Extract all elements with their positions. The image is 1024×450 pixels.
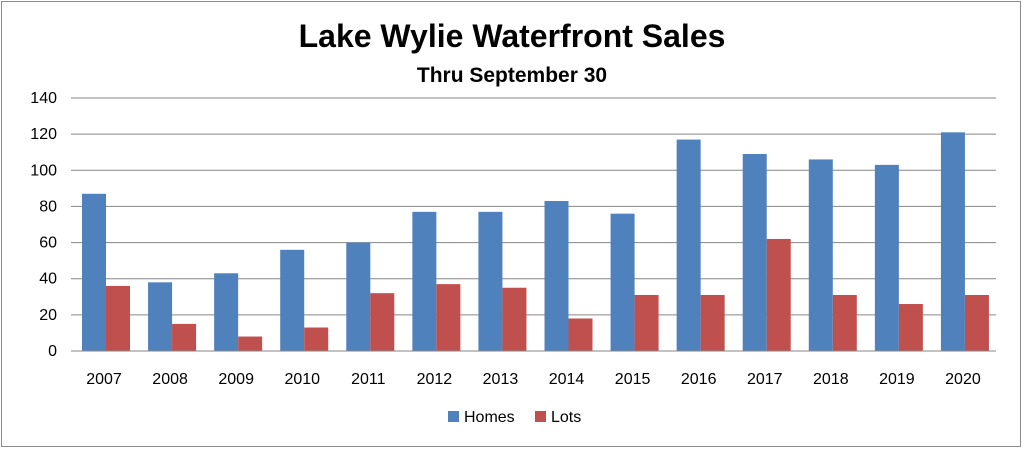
x-tick-label: 2007 xyxy=(86,371,122,388)
legend-label-homes: Homes xyxy=(464,409,515,426)
bar-homes-2007 xyxy=(82,193,106,351)
x-tick-label: 2011 xyxy=(351,371,386,388)
bar-homes-2014 xyxy=(544,201,569,351)
bar-lots-2016 xyxy=(700,294,725,351)
legend: Homes Lots xyxy=(448,409,581,426)
x-tick-label: 2016 xyxy=(681,371,717,388)
bar-lots-2018 xyxy=(832,294,857,351)
x-tick-label: 2020 xyxy=(945,371,981,388)
x-tick-label: 2013 xyxy=(483,371,519,388)
x-tick-label: 2018 xyxy=(813,371,849,388)
y-tick-label: 40 xyxy=(39,271,57,288)
chart-title: Lake Wylie Waterfront Sales xyxy=(298,18,726,54)
y-tick-label: 100 xyxy=(30,162,57,179)
x-tick-label: 2015 xyxy=(615,371,651,388)
y-tick-label: 80 xyxy=(39,198,57,215)
x-tick-label: 2009 xyxy=(218,371,254,388)
bar-lots-2009 xyxy=(238,336,263,351)
x-axis-labels: 2007 2008 2009 2010 2011 2012 2013 2014 2015 2016… xyxy=(86,371,981,388)
bar-lots-2008 xyxy=(172,323,197,351)
bar-lots-2017 xyxy=(766,238,791,351)
bars xyxy=(71,132,996,352)
bar-homes-2020 xyxy=(940,132,965,351)
y-axis-labels: 0 20 40 60 80 100 120 140 xyxy=(30,90,57,360)
x-tick-label: 2010 xyxy=(284,371,320,388)
bar-lots-2010 xyxy=(304,327,329,351)
legend-swatch-lots xyxy=(535,411,546,422)
bar-homes-2011 xyxy=(346,242,371,351)
bar-lots-2015 xyxy=(634,294,659,351)
bar-lots-2013 xyxy=(502,287,527,351)
bar-homes-2013 xyxy=(478,211,503,351)
bar-homes-2009 xyxy=(214,273,239,351)
bar-homes-2015 xyxy=(610,213,635,351)
legend-label-lots: Lots xyxy=(551,409,581,426)
bar-lots-2007 xyxy=(106,285,130,351)
bar-lots-2019 xyxy=(898,304,923,351)
x-tick-label: 2017 xyxy=(747,371,783,388)
bar-homes-2010 xyxy=(280,249,305,351)
x-tick-label: 2012 xyxy=(417,371,453,388)
bar-lots-2011 xyxy=(370,293,395,351)
bar-homes-2012 xyxy=(412,211,437,351)
legend-swatch-homes xyxy=(448,411,459,422)
y-tick-label: 20 xyxy=(39,307,57,324)
bar-homes-2016 xyxy=(676,139,701,351)
bar-lots-2014 xyxy=(568,318,593,351)
y-tick-label: 140 xyxy=(30,90,57,107)
bar-lots-2012 xyxy=(436,284,461,351)
bar-homes-2017 xyxy=(742,154,767,351)
bar-homes-2008 xyxy=(148,282,173,351)
gridlines xyxy=(71,97,996,352)
y-tick-label: 0 xyxy=(48,343,57,360)
bar-homes-2019 xyxy=(874,164,899,351)
x-tick-label: 2008 xyxy=(152,371,188,388)
bar-homes-2018 xyxy=(808,159,833,351)
bar-lots-2020 xyxy=(964,294,989,351)
x-tick-label: 2019 xyxy=(879,371,915,388)
x-tick-label: 2014 xyxy=(549,371,585,388)
y-tick-label: 120 xyxy=(30,126,57,143)
y-tick-label: 60 xyxy=(39,235,57,252)
chart-subtitle: Thru September 30 xyxy=(416,64,608,87)
